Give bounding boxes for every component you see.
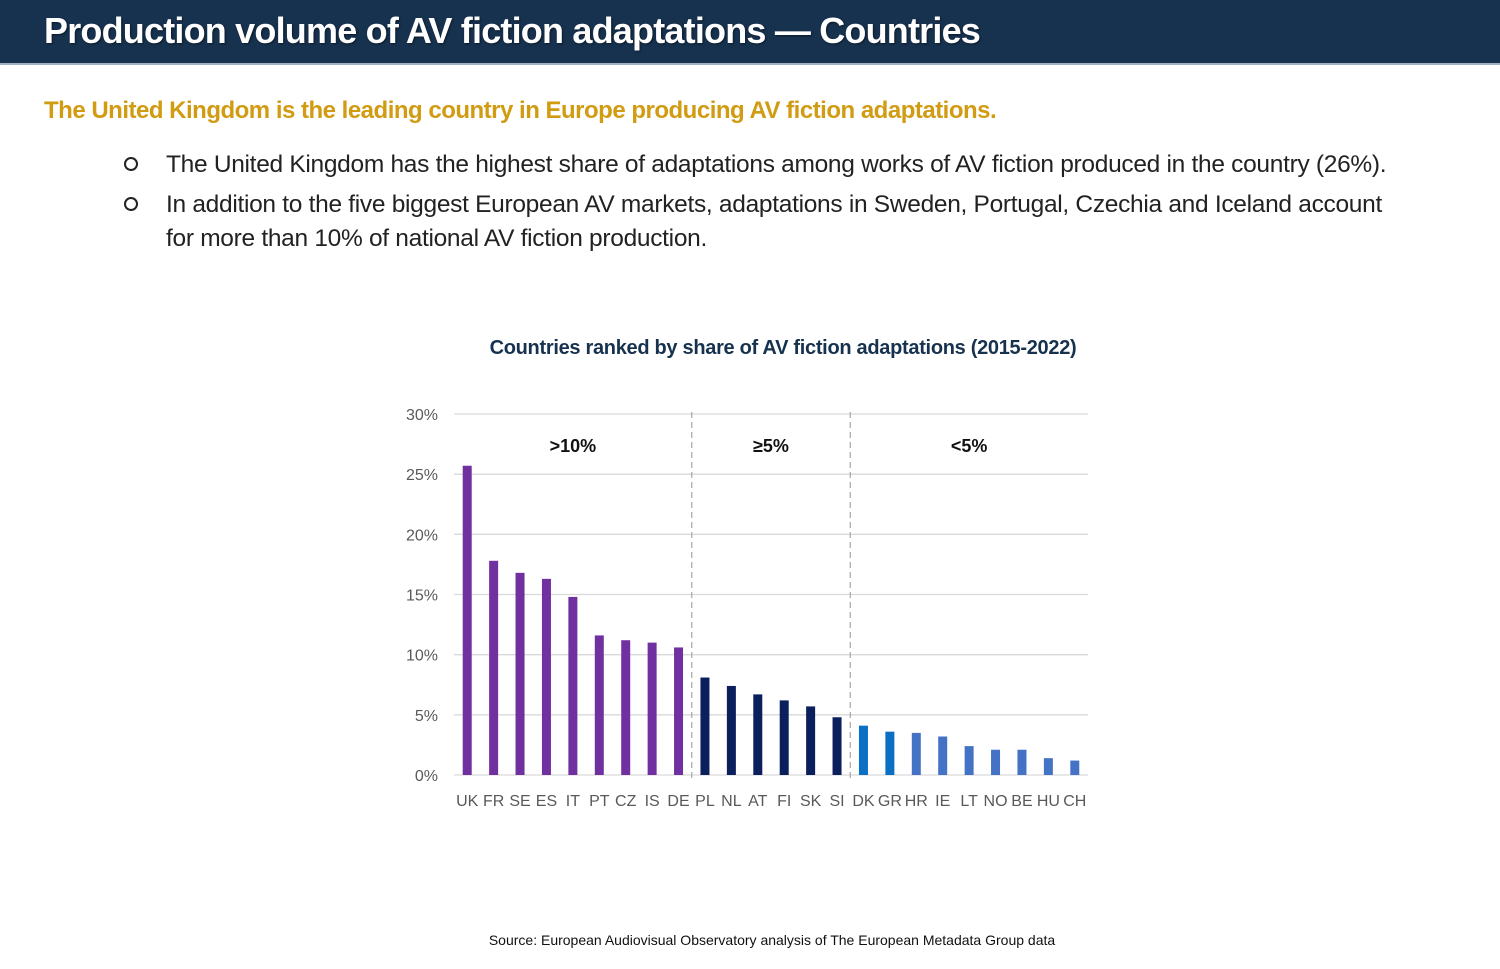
group-label: >10%: [550, 436, 597, 456]
x-tick-label: CH: [1063, 793, 1086, 810]
bar-es: [541, 578, 551, 775]
y-tick-label: 20%: [406, 527, 438, 544]
x-tick-label: NO: [984, 793, 1008, 810]
bar-dk: [858, 725, 868, 775]
bar-ch: [1070, 760, 1080, 775]
chart-title: Countries ranked by share of AV fiction …: [489, 337, 1077, 359]
y-tick-label: 15%: [406, 588, 438, 605]
lead-statement: The United Kingdom is the leading countr…: [44, 97, 997, 124]
y-tick-label: 10%: [406, 648, 438, 665]
x-tick-label: NL: [721, 793, 742, 810]
bar-sk: [806, 706, 816, 775]
x-tick-label: HU: [1037, 793, 1060, 810]
bullet-item: The United Kingdom has the highest share…: [120, 148, 1390, 182]
x-tick-label: LT: [960, 793, 978, 810]
bar-cz: [621, 640, 631, 775]
x-tick-label: GR: [878, 793, 902, 810]
slide-header: Production volume of AV fiction adaptati…: [0, 0, 1500, 65]
bullet-list: The United Kingdom has the highest share…: [120, 148, 1390, 262]
bar-be: [1017, 749, 1027, 775]
y-tick-label: 25%: [406, 467, 438, 484]
bullet-text: In addition to the five biggest European…: [166, 191, 1382, 252]
bar-ie: [938, 736, 948, 775]
bullet-text: The United Kingdom has the highest share…: [166, 151, 1387, 178]
bar-gr: [885, 731, 895, 775]
x-tick-label: BE: [1011, 793, 1032, 810]
x-tick-label: DE: [667, 793, 689, 810]
bar-hu: [1043, 758, 1053, 775]
x-tick-label: IT: [566, 793, 580, 810]
x-tick-label: SE: [509, 793, 530, 810]
group-label: <5%: [951, 436, 988, 456]
x-tick-label: SI: [829, 793, 844, 810]
x-tick-label: IE: [935, 793, 950, 810]
bar-lt: [964, 746, 974, 775]
x-tick-label: CZ: [615, 793, 637, 810]
x-tick-label: UK: [456, 793, 479, 810]
x-tick-label: FI: [777, 793, 791, 810]
x-tick-label: FR: [483, 793, 504, 810]
bar-fr: [489, 560, 499, 775]
x-tick-label: SK: [800, 793, 822, 810]
y-tick-label: 30%: [406, 407, 438, 424]
bar-de: [674, 647, 684, 775]
bar-no: [991, 749, 1001, 775]
bar-at: [753, 694, 763, 775]
x-tick-label: ES: [536, 793, 557, 810]
bar-pt: [594, 635, 604, 775]
x-tick-label: HR: [905, 793, 928, 810]
bar-uk: [462, 465, 472, 775]
bar-se: [515, 572, 525, 775]
bar-si: [832, 717, 842, 775]
x-tick-label: PT: [589, 793, 610, 810]
circle-bullet-icon: [124, 197, 138, 211]
bar-it: [568, 596, 578, 775]
slide-title: Production volume of AV fiction adaptati…: [44, 10, 981, 51]
bar-fi: [779, 700, 789, 775]
x-tick-label: PL: [695, 793, 715, 810]
bar-hr: [911, 732, 921, 775]
group-label: ≥5%: [753, 436, 789, 456]
y-tick-label: 5%: [415, 708, 438, 725]
bar-pl: [700, 677, 710, 775]
x-tick-label: AT: [748, 793, 767, 810]
y-tick-label: 0%: [415, 768, 438, 785]
x-tick-label: IS: [645, 793, 660, 810]
x-tick-label: DK: [852, 793, 875, 810]
bullet-item: In addition to the five biggest European…: [120, 188, 1390, 256]
circle-bullet-icon: [124, 157, 138, 171]
bar-is: [647, 642, 657, 775]
source-note: Source: European Audiovisual Observatory…: [488, 932, 1056, 948]
bar-nl: [726, 685, 736, 775]
